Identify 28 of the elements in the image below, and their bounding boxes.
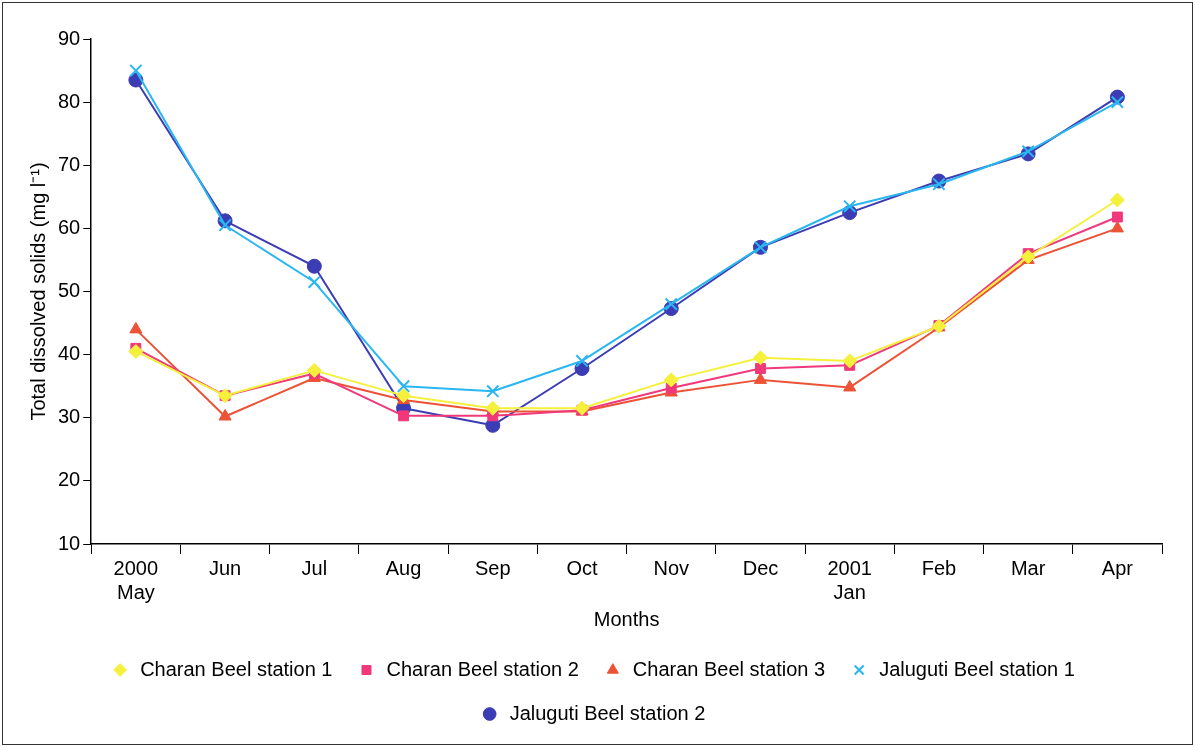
- legend-label: Charan Beel station 1: [140, 657, 333, 680]
- x-tick-label: Mar: [1010, 556, 1046, 579]
- y-tick-label: 40: [58, 342, 81, 365]
- x-tick-label: Oct: [566, 556, 598, 579]
- legend-label: Jaluguti Beel station 2: [509, 701, 706, 724]
- legend-label: Charan Beel station 2: [386, 657, 579, 680]
- y-tick-label: 70: [58, 152, 81, 175]
- x-tick-label: Feb: [921, 556, 957, 579]
- y-tick-label: 10: [58, 531, 81, 554]
- x-tick-label: 2001 Jan: [827, 556, 872, 603]
- y-tick-label: 30: [58, 405, 81, 428]
- legend-label: Charan Beel station 3: [632, 657, 826, 680]
- y-axis-title: Total dissolved solids (mg l⁻¹): [26, 162, 49, 421]
- legend-label: Jaluguti Beel station 1: [879, 657, 1075, 680]
- x-tick-label: 2000 May: [113, 556, 159, 603]
- y-tick-label: 50: [58, 279, 81, 302]
- y-tick-label: 90: [58, 26, 81, 49]
- x-tick-label: Jul: [301, 556, 328, 579]
- y-tick-label: 80: [58, 89, 81, 112]
- y-tick-label: 60: [58, 215, 81, 238]
- x-axis-title: Months: [593, 607, 660, 630]
- x-tick-label: Sep: [474, 556, 511, 579]
- x-tick-label: Apr: [1101, 556, 1134, 579]
- y-tick-label: 20: [58, 468, 81, 491]
- x-tick-label: Nov: [653, 556, 690, 579]
- x-tick-label: Aug: [385, 556, 422, 579]
- x-tick-label: Dec: [742, 556, 779, 579]
- x-tick-label: Jun: [208, 556, 242, 579]
